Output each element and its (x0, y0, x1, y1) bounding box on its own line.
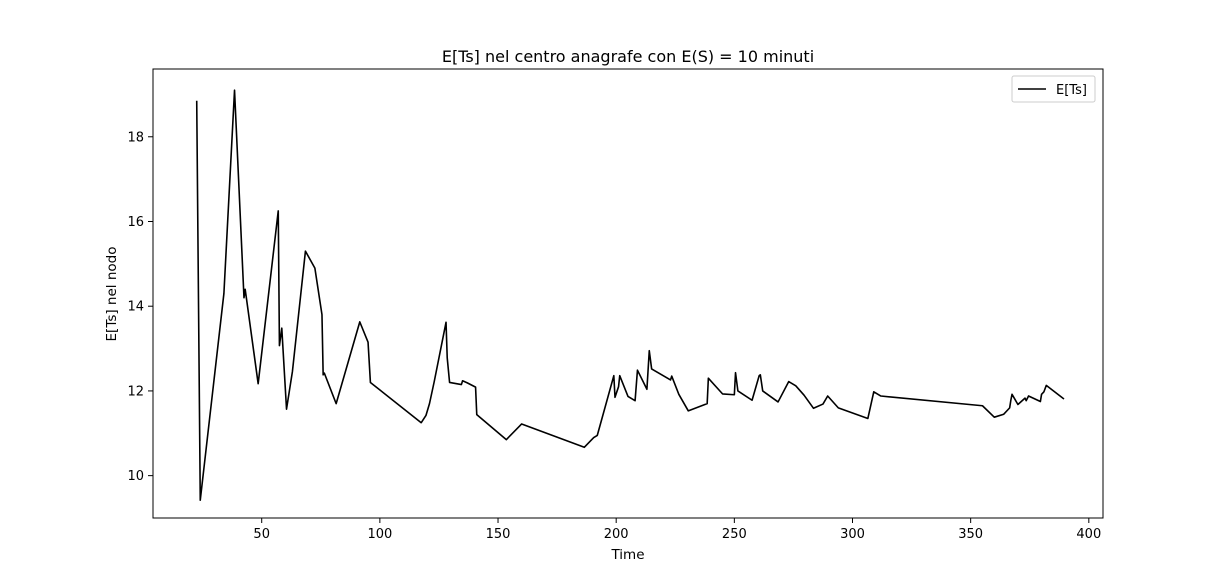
y-tick-label: 12 (127, 384, 144, 399)
y-tick-label: 10 (127, 469, 144, 484)
y-tick-label: 14 (127, 300, 144, 315)
legend-label-ets: E[Ts] (1056, 83, 1087, 98)
legend: E[Ts] (1011, 75, 1096, 103)
x-tick-label: 250 (722, 527, 747, 542)
y-tick-label: 18 (127, 130, 144, 145)
x-axis-ticks: 50 100 150 200 250 300 350 400 (253, 518, 1101, 542)
y-axis-ticks: 10 12 14 16 18 (127, 130, 153, 484)
x-tick-label: 400 (1076, 527, 1101, 542)
x-axis-title: Time (610, 547, 644, 563)
plot-area-frame (152, 68, 1104, 519)
legend-box (1011, 75, 1096, 103)
x-tick-label: 100 (367, 527, 392, 542)
x-tick-label: 150 (486, 527, 511, 542)
x-tick-label: 350 (958, 527, 983, 542)
series-layer (195, 89, 1065, 502)
x-tick-label: 300 (840, 527, 865, 542)
series-line-ets (195, 89, 1065, 502)
x-tick-label: 50 (253, 527, 270, 542)
y-axis-title: E[Ts] nel nodo (104, 247, 120, 342)
chart-title: E[Ts] nel centro anagrafe con E(S) = 10 … (442, 47, 814, 66)
y-tick-label: 16 (127, 215, 144, 230)
x-tick-label: 200 (604, 527, 629, 542)
